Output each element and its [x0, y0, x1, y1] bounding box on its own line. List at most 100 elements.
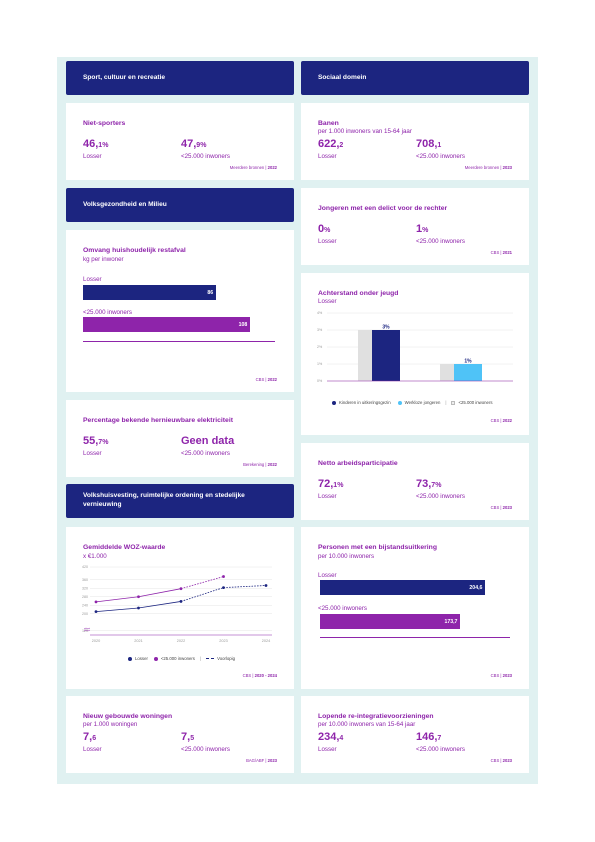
card-bijstand: Personen met een bijstandsuitkering per …	[301, 527, 529, 689]
value-label: <25.000 inwoners	[416, 238, 466, 245]
data-point	[137, 606, 140, 610]
bar-comparison: 108	[83, 317, 251, 332]
bar-losser	[454, 364, 482, 381]
card-subtitle: per 10.000 inwoners	[318, 553, 375, 560]
section-header-sociaal: Sociaal domein	[301, 61, 529, 95]
card-title: Niet-sporters	[83, 120, 126, 127]
data-point	[222, 575, 225, 578]
value-label: Losser	[83, 153, 102, 160]
chart-legend: Kinderen in uitkeringsgezin Werkloze jon…	[332, 400, 493, 405]
x-tick-label: 2024	[262, 639, 270, 643]
card-achterstand: Achterstand onder jeugd Losser 0% 1% 2% 3% 4…	[301, 273, 529, 435]
bar-losser: 204,6	[320, 580, 486, 595]
y-tick-label: 2%	[317, 345, 323, 349]
source-note: CBS | 2023	[490, 673, 512, 678]
y-tick-label: 280	[82, 595, 88, 599]
bar-label: Losser	[318, 572, 337, 579]
value-losser: 0%	[318, 223, 331, 235]
achterstand-bar-chart: 0% 1% 2% 3% 4% 3% 1%	[317, 311, 513, 383]
value-label: <25.000 inwoners	[181, 153, 231, 160]
data-label: 3%	[382, 325, 390, 331]
data-point	[264, 584, 268, 587]
source-note: CBS | 2020 - 2024	[242, 673, 277, 678]
card-title: Banen	[318, 120, 339, 127]
legend-label: Losser	[135, 656, 148, 661]
value-label: Losser	[83, 746, 102, 753]
card-title: Achterstand onder jeugd	[318, 290, 399, 297]
value-label: <25.000 inwoners	[181, 746, 231, 753]
y-tick-label: 420	[82, 565, 88, 569]
card-banen: Banen per 1.000 inwoners van 15-64 jaar …	[301, 103, 529, 180]
value-label: <25.000 inwoners	[181, 450, 231, 457]
y-tick-label: 120	[82, 629, 88, 633]
y-tick-label: 4%	[317, 311, 323, 315]
series-segment	[180, 576, 224, 590]
value-label: Losser	[318, 153, 337, 160]
source-note: Meerdere bronnen | 2022	[229, 165, 277, 170]
legend-dot-icon	[153, 656, 158, 661]
value-comparison: 7,5	[181, 731, 195, 743]
legend-dot-icon	[332, 400, 336, 405]
card-subtitle: Losser	[318, 298, 337, 305]
axis-line	[83, 341, 275, 342]
y-tick-label: 200	[82, 612, 88, 616]
value-losser: 622,2	[318, 138, 344, 150]
value-losser: 234,4	[318, 731, 344, 743]
value-losser: 7,6	[83, 731, 97, 743]
card-title: Nieuw gebouwde woningen	[83, 713, 173, 720]
data-point	[179, 600, 183, 603]
data-label: 1%	[464, 359, 472, 365]
value-label: <25.000 inwoners	[416, 493, 466, 500]
section-header-volksgezondheid: Volksgezondheid en Milieu	[66, 188, 294, 222]
y-tick-label: 360	[82, 578, 88, 582]
woz-line-chart: 120 200 240 280 320 360 420 2020 2021 2022 2023 202…	[82, 565, 272, 643]
x-tick-label: 2020	[92, 639, 100, 643]
y-tick-label: 1%	[317, 362, 323, 366]
card-title: Personen met een bijstandsuitkering	[318, 544, 437, 551]
legend-square-icon	[451, 400, 456, 405]
chart-legend: Losser <25.000 inwoners | Voorlopig	[128, 656, 235, 661]
x-tick-label: 2022	[177, 639, 185, 643]
card-subtitle: x €1.000	[83, 553, 107, 560]
card-title: Percentage bekende hernieuwbare elektric…	[83, 417, 233, 424]
legend-label: <25.000 inwoners	[458, 400, 493, 405]
card-woz: Gemiddelde WOZ-waarde x €1.000 120 200 240…	[66, 527, 294, 689]
legend-dot-icon	[397, 400, 402, 405]
legend-label: <25.000 inwoners	[160, 656, 195, 661]
legend-dot-icon	[128, 656, 132, 661]
source-note: Berekening | 2022	[243, 462, 277, 467]
series-segment	[95, 596, 139, 603]
axis-line	[320, 637, 510, 638]
card-restafval: Omvang huishoudelijk restafval kg per in…	[66, 230, 294, 392]
value-label: Losser	[318, 746, 337, 753]
value-label: <25.000 inwoners	[416, 153, 466, 160]
bar-losser: 86	[83, 285, 217, 300]
source-note: CBS | 2023	[490, 758, 512, 763]
x-tick-label: 2021	[134, 639, 142, 643]
source-note: CBS | 2023	[490, 505, 512, 510]
section-header-text: Volkshuisvesting, ruimtelijke ordening e…	[83, 492, 245, 508]
card-subtitle: per 1.000 woningen	[83, 721, 138, 728]
value-label: Losser	[318, 238, 337, 245]
data-point	[137, 595, 140, 599]
data-point	[222, 586, 225, 590]
card-woningen: Nieuw gebouwde woningen per 1.000 woning…	[66, 696, 294, 773]
legend-label: Kinderen in uitkeringsgezin	[339, 400, 391, 405]
bar-comparison: 173,7	[320, 614, 461, 629]
axis-break-icon	[83, 627, 91, 632]
series-segment	[180, 587, 224, 602]
bar-label: Losser	[83, 276, 102, 283]
y-tick-label: 3%	[317, 328, 323, 332]
section-header-sport: Sport, cultuur en recreatie	[66, 61, 294, 95]
card-arbeid: Netto arbeidsparticipatie 72,1% Losser 7…	[301, 443, 529, 520]
series-segment	[95, 607, 139, 613]
source-note: Meerdere bronnen | 2023	[464, 165, 512, 170]
bar-reference	[440, 364, 454, 381]
card-subtitle: per 1.000 inwoners van 15-64 jaar	[318, 128, 412, 135]
value-comparison: Geen data	[181, 435, 235, 447]
value-losser: 72,1%	[318, 478, 344, 490]
source-note: CBS | 2021	[490, 250, 512, 255]
value-losser: 55,7%	[83, 435, 109, 447]
value-losser: 46,1%	[83, 138, 109, 150]
series-segment	[138, 601, 182, 609]
